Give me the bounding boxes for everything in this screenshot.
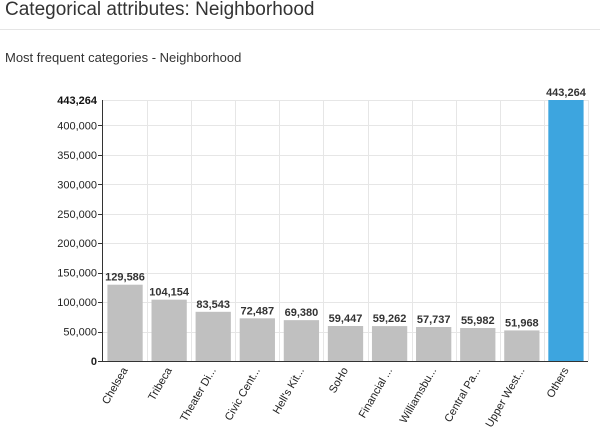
y-tick-label: 250,000 <box>57 209 97 221</box>
bar-value-label: 443,264 <box>546 87 587 99</box>
bar-value-label: 55,982 <box>461 315 495 327</box>
y-tick-label: 300,000 <box>57 179 97 191</box>
bar-upper-west <box>504 330 540 361</box>
x-tick-label: Civic Cent... <box>223 366 263 423</box>
labels: 129,586 Chelsea 104,154 Tribeca 83,543 Theate… <box>57 87 586 430</box>
x-tick-label: SoHo <box>327 366 351 396</box>
y-tick-label: 200,000 <box>57 238 97 250</box>
bar-chelsea <box>107 284 143 361</box>
bar-value-label: 59,447 <box>329 313 363 325</box>
y-tick-label-max: 443,264 <box>57 95 98 107</box>
grid-lines <box>103 100 589 361</box>
x-tick-label: Central Pa... <box>442 365 483 424</box>
bar-others <box>548 100 584 361</box>
y-tick-label: 50,000 <box>63 327 97 339</box>
bar-value-label: 69,380 <box>285 307 319 319</box>
bar-tribeca <box>151 299 187 361</box>
title-divider <box>0 29 600 30</box>
axes <box>98 100 588 362</box>
bar-williamsbu <box>416 327 452 361</box>
x-tick-label: Upper West... <box>484 366 528 430</box>
bar-soho <box>327 325 364 361</box>
y-tick-label: 100,000 <box>57 297 97 309</box>
x-tick-label: Tribeca <box>146 365 175 403</box>
bar-hell-s-kit <box>283 320 320 361</box>
bar-value-label: 72,487 <box>240 305 274 317</box>
x-tick-label: Chelsea <box>100 365 131 407</box>
page-title: Categorical attributes: Neighborhood <box>5 0 315 20</box>
y-tick-label: 150,000 <box>57 268 97 280</box>
bar-financial <box>371 326 408 361</box>
bar-value-label: 129,586 <box>105 272 145 284</box>
x-tick-label: Hell's Kit... <box>271 366 307 417</box>
bar-value-label: 51,968 <box>505 317 539 329</box>
bar-value-label: 59,262 <box>373 313 407 325</box>
bar-civic-cent <box>239 318 275 361</box>
bar-value-label: 57,737 <box>417 314 451 326</box>
bars <box>107 100 584 361</box>
chart-title: Most frequent categories - Neighborhood <box>5 50 242 65</box>
y-tick-label-zero: 0 <box>91 356 97 368</box>
bar-value-label: 104,154 <box>149 287 190 299</box>
bar-value-label: 83,543 <box>196 299 230 311</box>
bar-central-pa <box>460 328 496 361</box>
y-tick-label: 350,000 <box>57 150 97 162</box>
x-tick-label: Financial ... <box>357 366 396 421</box>
x-tick-label: Williamsbu... <box>398 366 440 426</box>
x-tick-label: Others <box>545 365 572 400</box>
bar-theater-di <box>195 311 231 361</box>
x-tick-label: Theater Di... <box>178 366 219 424</box>
y-tick-label: 400,000 <box>57 120 97 132</box>
